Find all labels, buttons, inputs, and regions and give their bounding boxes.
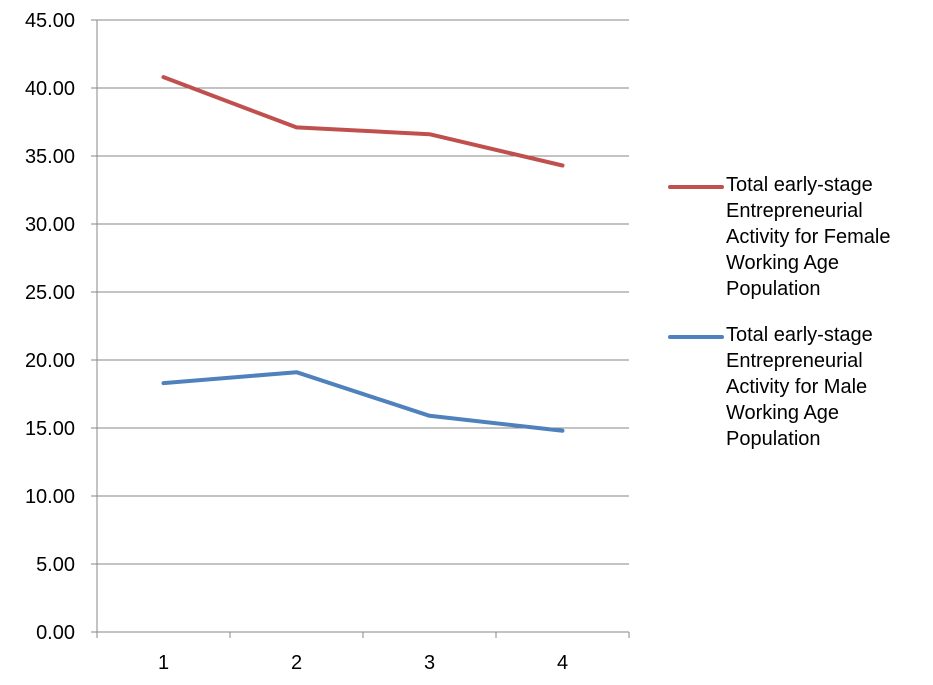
- legend-swatch-female: [668, 185, 724, 189]
- legend-label-male: Total early-stage Entrepreneurial Activi…: [726, 324, 873, 450]
- y-tick-label-8: 40.00: [25, 78, 75, 100]
- y-tick-label-5: 25.00: [25, 282, 75, 304]
- x-tick-label-1: 2: [291, 652, 302, 674]
- y-tick-label-2: 10.00: [25, 486, 75, 508]
- y-tick-label-6: 30.00: [25, 214, 75, 236]
- legend-label-female: Total early-stage Entrepreneurial Activi…: [726, 174, 891, 300]
- y-tick-label-7: 35.00: [25, 146, 75, 168]
- chart-legend: Total early-stage Entrepreneurial Activi…: [668, 172, 930, 472]
- y-tick-label-1: 5.00: [36, 554, 75, 576]
- y-tick-label-4: 20.00: [25, 350, 75, 372]
- y-tick-label-9: 45.00: [25, 10, 75, 32]
- y-tick-label-0: 0.00: [36, 622, 75, 644]
- series-line-1: [161, 370, 565, 433]
- legend-swatch-male: [668, 335, 724, 339]
- y-tick-label-3: 15.00: [25, 418, 75, 440]
- x-tick-label-3: 4: [557, 652, 568, 674]
- legend-item-male: Total early-stage Entrepreneurial Activi…: [668, 322, 930, 452]
- series-line-0: [161, 75, 565, 168]
- x-tick-label-2: 3: [424, 652, 435, 674]
- legend-item-female: Total early-stage Entrepreneurial Activi…: [668, 172, 930, 302]
- x-tick-label-0: 1: [158, 652, 169, 674]
